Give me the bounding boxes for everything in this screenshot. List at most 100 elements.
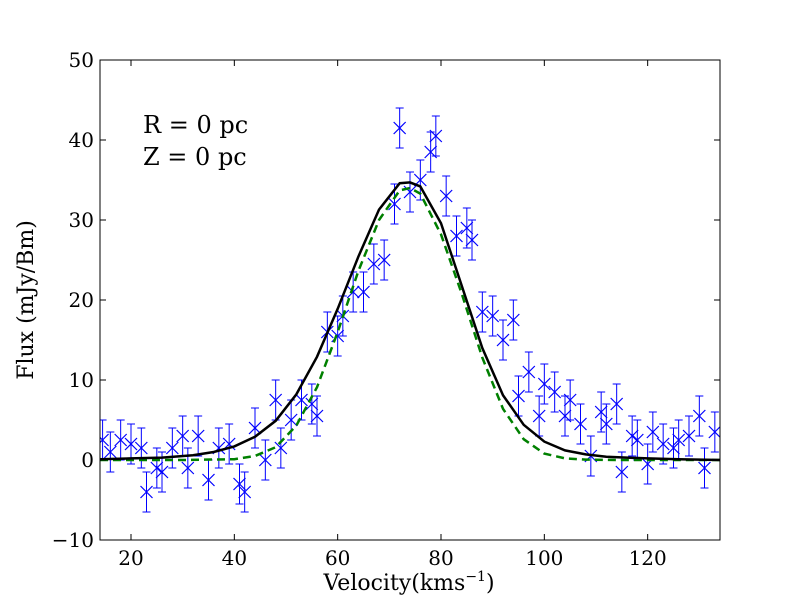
- data-point: [176, 415, 190, 457]
- x-marker: [563, 393, 577, 407]
- data-point: [522, 351, 536, 393]
- x-marker: [114, 433, 128, 447]
- series-layer: [100, 107, 720, 513]
- x-marker: [610, 397, 624, 411]
- x-marker: [284, 413, 298, 427]
- x-marker: [181, 461, 195, 475]
- data-point: [532, 395, 546, 437]
- y-tick-label: 40: [69, 128, 94, 152]
- x-marker: [537, 377, 551, 391]
- data-point: [563, 379, 577, 421]
- y-tick-label: 10: [69, 368, 94, 392]
- data-point: [537, 363, 551, 405]
- data-point: [429, 115, 443, 157]
- data-point: [377, 239, 391, 281]
- x-tick-label: 120: [629, 546, 667, 570]
- data-point: [310, 395, 324, 437]
- data-point: [672, 419, 686, 461]
- x-marker: [475, 305, 489, 319]
- data-point: [393, 107, 407, 149]
- data-point: [439, 175, 453, 217]
- y-tick-label: 20: [69, 288, 94, 312]
- data-point: [367, 243, 381, 285]
- x-marker: [140, 485, 153, 499]
- data-point: [346, 271, 360, 313]
- data-point: [615, 451, 629, 493]
- x-marker: [460, 221, 474, 235]
- data-point: [150, 447, 164, 489]
- x-marker: [672, 433, 686, 447]
- data-point: [698, 447, 711, 489]
- data-point: [357, 271, 370, 313]
- data-point: [202, 459, 215, 501]
- x-marker: [486, 309, 500, 323]
- x-marker: [176, 429, 190, 443]
- x-marker: [233, 477, 246, 491]
- data-point: [641, 443, 655, 485]
- y-tick-label: 0: [81, 448, 94, 472]
- data-point: [708, 411, 720, 453]
- annotation-radius: R = 0 pc: [143, 111, 248, 139]
- x-axis-title: Velocity(kms−1): [322, 569, 494, 596]
- data-point: [450, 215, 463, 257]
- x-marker: [424, 145, 438, 159]
- data-point: [512, 375, 525, 417]
- x-marker: [150, 461, 164, 475]
- x-marker: [100, 433, 110, 444]
- y-tick-label: 30: [69, 208, 94, 232]
- data-point: [475, 291, 489, 333]
- x-marker: [465, 233, 479, 247]
- data-point: [258, 439, 272, 481]
- data-point: [656, 423, 670, 465]
- data-point: [114, 419, 128, 461]
- data-point: [191, 415, 205, 457]
- data-point: [682, 415, 696, 457]
- data-point: [460, 207, 474, 249]
- x-marker: [393, 121, 407, 135]
- x-tick-label: 80: [428, 546, 453, 570]
- x-marker: [124, 437, 138, 451]
- data-point: [284, 399, 298, 441]
- y-axis-title: Flux (mJy/Bm): [14, 220, 39, 380]
- x-axis-title-end: ): [486, 571, 495, 596]
- data-point: [305, 383, 319, 425]
- x-axis-title-main: Velocity(kms: [322, 571, 465, 596]
- x-marker: [377, 253, 391, 267]
- x-marker: [548, 385, 562, 399]
- data-point: [610, 383, 624, 425]
- data-point: [630, 419, 644, 461]
- x-marker: [708, 425, 720, 439]
- x-marker: [403, 185, 417, 199]
- data-point: [646, 411, 660, 453]
- x-marker: [496, 333, 510, 347]
- data-point: [625, 415, 639, 457]
- x-marker: [667, 441, 680, 455]
- x-marker: [310, 409, 324, 423]
- data-point: [574, 403, 587, 445]
- data-point: [558, 395, 572, 437]
- data-point: [103, 431, 117, 473]
- data-point: [238, 471, 252, 513]
- x-marker: [625, 429, 639, 443]
- x-marker: [450, 229, 463, 243]
- x-marker: [532, 409, 546, 423]
- x-marker: [305, 397, 319, 411]
- x-marker: [238, 485, 252, 499]
- x-tick-label: 40: [222, 546, 247, 570]
- x-marker: [506, 313, 520, 327]
- x-marker: [202, 473, 215, 487]
- y-tick-label: −10: [52, 528, 94, 552]
- data-point: [274, 427, 288, 469]
- x-tick-label: 60: [325, 546, 350, 570]
- x-marker: [274, 441, 288, 455]
- data-point: [165, 427, 179, 469]
- x-marker: [594, 405, 608, 419]
- x-marker: [103, 445, 117, 459]
- x-marker: [367, 257, 381, 271]
- x-marker: [574, 417, 587, 431]
- x-marker: [698, 461, 711, 475]
- data-point: [140, 471, 153, 513]
- data-point: [465, 219, 479, 261]
- x-marker: [522, 365, 536, 379]
